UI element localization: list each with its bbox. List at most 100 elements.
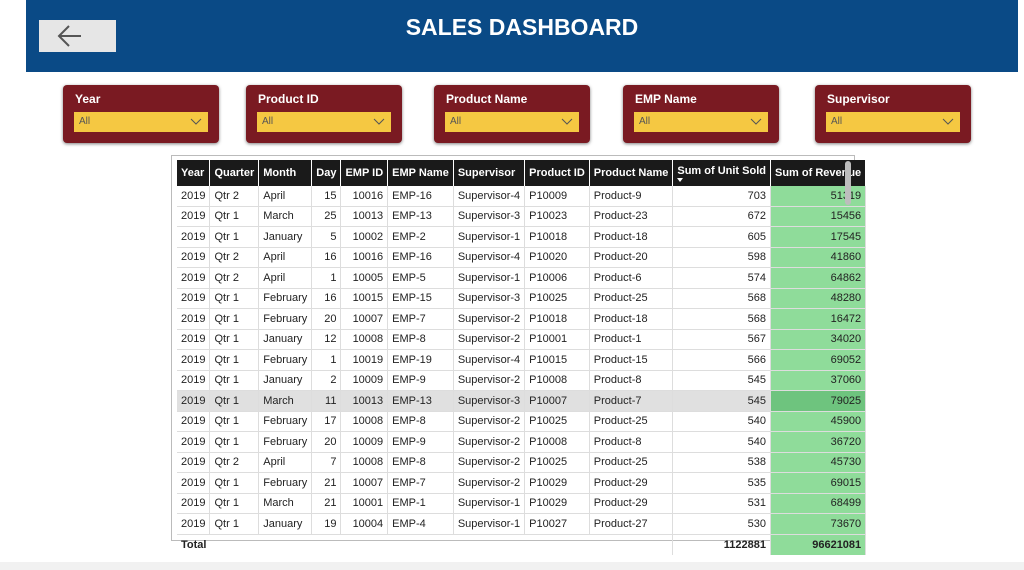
table-cell: Product-8 xyxy=(589,431,674,453)
filter-card: Product Name All xyxy=(434,85,590,143)
table-cell: 69015 xyxy=(770,472,867,494)
table-cell: 566 xyxy=(672,349,771,371)
column-header-text: Day xyxy=(316,167,337,179)
table-cell: 2019 xyxy=(177,288,211,309)
table-row[interactable]: 2019 Qtr 1 February 21 10007 EMP-7 Supervisor-… xyxy=(177,472,867,494)
table-cell: 15456 xyxy=(770,206,867,227)
table-cell: P10027 xyxy=(524,513,590,535)
table-row[interactable]: 2019 Qtr 1 February 17 10008 EMP-8 Supervisor-… xyxy=(177,411,867,432)
table-cell: February xyxy=(258,308,313,330)
column-header[interactable]: Sum of Unit Sold xyxy=(672,160,771,186)
filter-label: Product ID xyxy=(258,92,319,106)
table-cell: 10013 xyxy=(340,206,389,227)
table-cell: P10007 xyxy=(524,390,590,412)
back-button[interactable] xyxy=(39,20,116,52)
table-cell: Product-18 xyxy=(589,226,674,248)
table-cell: 2019 xyxy=(177,329,211,350)
table-cell: 538 xyxy=(672,452,771,473)
table-cell: Qtr 2 xyxy=(209,267,260,289)
table-cell: 10007 xyxy=(340,308,389,330)
table-row[interactable]: 2019 Qtr 2 April 1 10005 EMP-5 Supervisor-1 P10… xyxy=(177,267,867,289)
table-cell: 567 xyxy=(672,329,771,350)
filter-dropdown[interactable]: All xyxy=(826,112,960,132)
table-cell: Qtr 1 xyxy=(209,206,260,227)
column-header[interactable]: EMP Name xyxy=(387,160,454,186)
table-cell: Product-25 xyxy=(589,411,674,432)
scrollbar[interactable] xyxy=(845,161,851,205)
table-cell: Qtr 2 xyxy=(209,452,260,473)
table-cell: 10008 xyxy=(340,452,389,473)
dropdown-chevron xyxy=(373,118,385,125)
filter-dropdown[interactable]: All xyxy=(257,112,391,132)
table-cell: 1 xyxy=(311,267,342,289)
table-cell: Supervisor-2 xyxy=(453,370,526,391)
table-row[interactable]: 2019 Qtr 1 February 1 10019 EMP-19 Supervisor-… xyxy=(177,349,867,371)
table-row[interactable]: 2019 Qtr 1 March 11 10013 EMP-13 Supervisor-3 P… xyxy=(177,390,867,412)
table-row[interactable]: 2019 Qtr 2 April 16 10016 EMP-16 Supervisor-4 P… xyxy=(177,247,867,268)
table-cell: February xyxy=(258,349,313,371)
table-cell: 2019 xyxy=(177,452,211,473)
column-header[interactable]: Product ID xyxy=(524,160,590,186)
table-cell: 545 xyxy=(672,390,771,412)
table-cell: Qtr 1 xyxy=(209,390,260,412)
filter-card: Year All xyxy=(63,85,219,143)
table-cell: Supervisor-2 xyxy=(453,329,526,350)
table-row[interactable]: 2019 Qtr 1 March 21 10001 EMP-1 Supervisor-1 P1… xyxy=(177,493,867,514)
sales-table: Year Quarter Month Day EMP ID EMP Name Supervi… xyxy=(177,160,867,555)
total-row: Total 1122881 96621081 xyxy=(177,534,867,555)
table-cell: EMP-15 xyxy=(387,288,454,309)
table-cell: 10005 xyxy=(340,267,389,289)
table-cell: 10004 xyxy=(340,513,389,535)
table-cell: 25 xyxy=(311,206,342,227)
table-row[interactable]: 2019 Qtr 1 January 12 10008 EMP-8 Supervisor-2… xyxy=(177,329,867,350)
table-cell: 535 xyxy=(672,472,771,494)
table-cell: Qtr 1 xyxy=(209,493,260,514)
filter-dropdown[interactable]: All xyxy=(445,112,579,132)
table-row[interactable]: 2019 Qtr 1 January 19 10004 EMP-4 Supervisor-1… xyxy=(177,513,867,535)
table-cell: Product-7 xyxy=(589,390,674,412)
table-row[interactable]: 2019 Qtr 1 January 5 10002 EMP-2 Supervisor-1 P… xyxy=(177,226,867,248)
table-row[interactable]: 2019 Qtr 1 January 2 10009 EMP-9 Supervisor-2 P… xyxy=(177,370,867,391)
column-header[interactable]: Year xyxy=(177,160,211,186)
table-cell: Supervisor-2 xyxy=(453,472,526,494)
table-cell: Qtr 2 xyxy=(209,186,260,207)
table-cell: Supervisor-2 xyxy=(453,308,526,330)
table-cell: 10007 xyxy=(340,472,389,494)
table-cell: EMP-8 xyxy=(387,411,454,432)
table-cell: EMP-16 xyxy=(387,247,454,268)
column-header[interactable]: Month xyxy=(258,160,313,186)
table-cell: 568 xyxy=(672,288,771,309)
table-row[interactable]: 2019 Qtr 1 March 25 10013 EMP-13 Supervisor-3 P… xyxy=(177,206,867,227)
table-row[interactable]: 2019 Qtr 1 February 20 10007 EMP-7 Supervisor-… xyxy=(177,308,867,330)
table-cell: 2019 xyxy=(177,411,211,432)
table-row[interactable]: 2019 Qtr 1 February 20 10009 EMP-9 Supervisor-… xyxy=(177,431,867,453)
column-header[interactable]: Quarter xyxy=(209,160,260,186)
column-header[interactable]: Sum of Revenue xyxy=(770,160,867,186)
table-cell: P10020 xyxy=(524,247,590,268)
column-header[interactable]: EMP ID xyxy=(340,160,389,186)
table-cell: Supervisor-4 xyxy=(453,186,526,207)
table-cell: Supervisor-3 xyxy=(453,390,526,412)
table-cell: Supervisor-1 xyxy=(453,267,526,289)
table-row[interactable]: 2019 Qtr 2 April 7 10008 EMP-8 Supervisor-2 P10… xyxy=(177,452,867,473)
filter-dropdown[interactable]: All xyxy=(634,112,768,132)
table-cell: EMP-8 xyxy=(387,452,454,473)
table-cell: Supervisor-4 xyxy=(453,247,526,268)
table-row[interactable]: 2019 Qtr 1 February 16 10015 EMP-15 Supervisor… xyxy=(177,288,867,309)
column-header[interactable]: Product Name xyxy=(589,160,674,186)
table-cell: Supervisor-4 xyxy=(453,349,526,371)
table-cell: Qtr 1 xyxy=(209,349,260,371)
table-cell: 45900 xyxy=(770,411,867,432)
header-row: Year Quarter Month Day EMP ID EMP Name Supervi… xyxy=(177,160,867,186)
table-cell: 10019 xyxy=(340,349,389,371)
table-cell: P10006 xyxy=(524,267,590,289)
table-cell: February xyxy=(258,411,313,432)
table-cell: Qtr 1 xyxy=(209,329,260,350)
table-row[interactable]: 2019 Qtr 2 April 15 10016 EMP-16 Supervisor-4 P… xyxy=(177,186,867,207)
filter-dropdown[interactable]: All xyxy=(74,112,208,132)
column-header[interactable]: Day xyxy=(311,160,342,186)
table-body: 2019 Qtr 2 April 15 10016 EMP-16 Supervisor-4 P… xyxy=(177,186,867,555)
table-cell: Qtr 1 xyxy=(209,226,260,248)
table-cell: 10009 xyxy=(340,431,389,453)
column-header[interactable]: Supervisor xyxy=(453,160,526,186)
